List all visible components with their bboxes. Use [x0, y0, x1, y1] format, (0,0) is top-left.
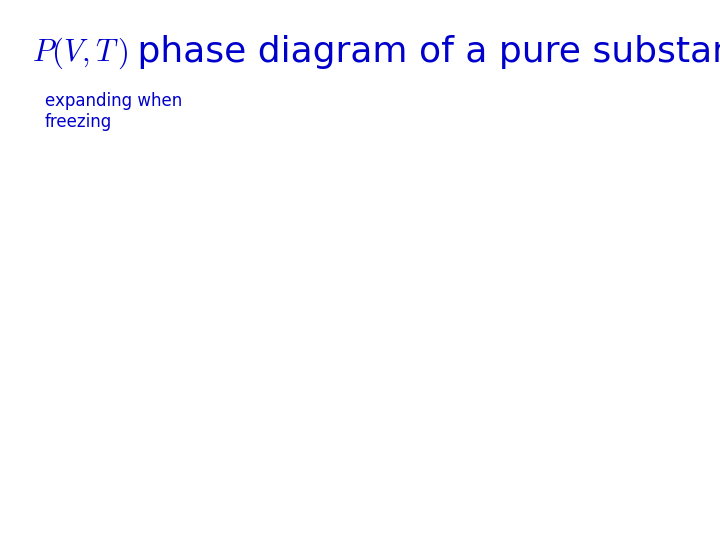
Text: expanding when
freezing: expanding when freezing [45, 92, 182, 131]
Text: phase diagram of a pure substance: phase diagram of a pure substance [126, 35, 720, 69]
Text: $P(V,T\,)$: $P(V,T\,)$ [32, 35, 129, 71]
